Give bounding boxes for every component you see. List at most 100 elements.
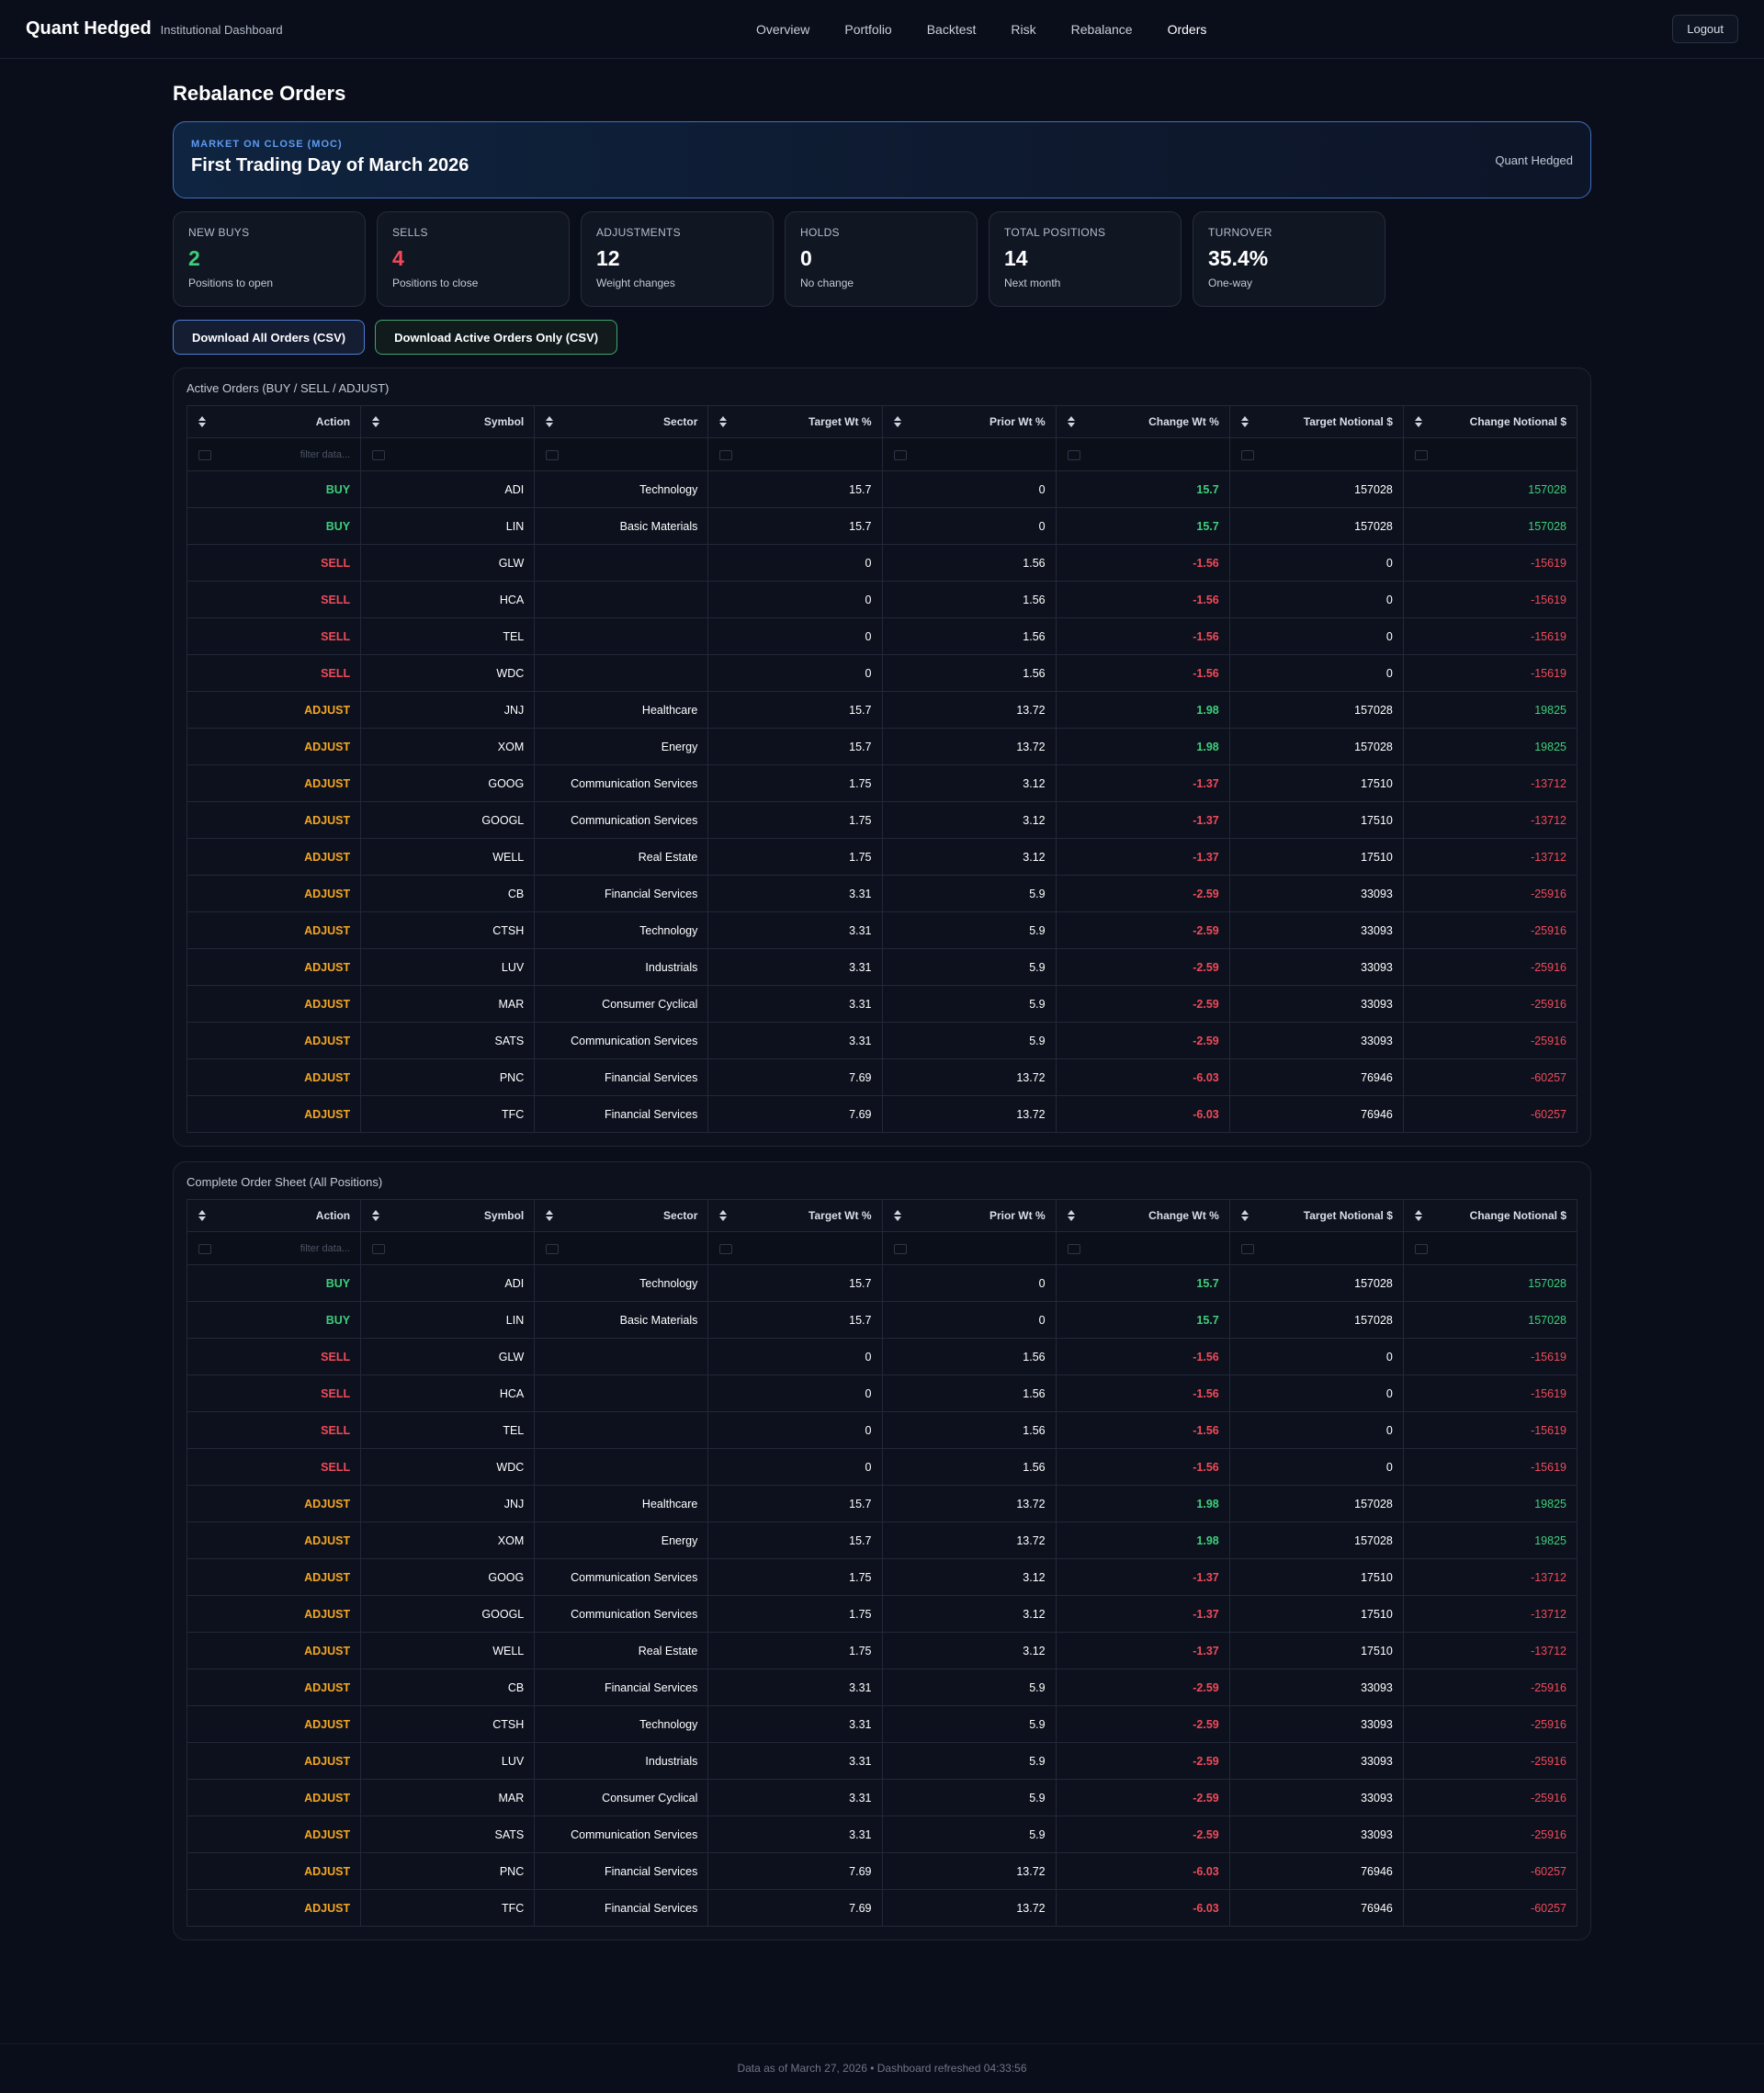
column-header-sector[interactable]: Sector	[534, 1199, 709, 1232]
column-header-change-wt[interactable]: Change Wt %	[1055, 1199, 1230, 1232]
table-row[interactable]: ADJUST PNC Financial Services 7.69 13.72 -6.0…	[186, 1852, 1578, 1890]
sort-icon[interactable]	[1414, 416, 1422, 427]
filter-cell-action[interactable]: filter data...	[186, 437, 362, 471]
sort-icon[interactable]	[893, 416, 901, 427]
table-row[interactable]: ADJUST CTSH Technology 3.31 5.9 -2.59 33093 -25…	[186, 911, 1578, 949]
filter-icon[interactable]	[893, 1244, 907, 1254]
table-row[interactable]: ADJUST XOM Energy 15.7 13.72 1.98 157028 19825	[186, 1522, 1578, 1559]
table-row[interactable]: ADJUST CB Financial Services 3.31 5.9 -2.59 33…	[186, 875, 1578, 912]
column-header-change-notional[interactable]: Change Notional $	[1402, 1199, 1578, 1232]
sort-icon[interactable]	[546, 416, 554, 427]
column-header-sector[interactable]: Sector	[534, 405, 709, 438]
filter-cell-sector[interactable]	[534, 437, 709, 471]
filter-cell-change-wt[interactable]	[1055, 1231, 1230, 1265]
filter-icon[interactable]	[893, 450, 907, 460]
filter-cell-action[interactable]: filter data...	[186, 1231, 362, 1265]
table-row[interactable]: SELL HCA 0 1.56 -1.56 0 -15619	[186, 1375, 1578, 1412]
table-row[interactable]: SELL GLW 0 1.56 -1.56 0 -15619	[186, 544, 1578, 582]
download-all-orders-button[interactable]: Download All Orders (CSV)	[173, 320, 366, 355]
sort-icon[interactable]	[372, 416, 380, 427]
column-header-symbol[interactable]: Symbol	[360, 1199, 536, 1232]
column-header-target-notional[interactable]: Target Notional $	[1228, 1199, 1404, 1232]
filter-cell-change-notional[interactable]	[1402, 1231, 1578, 1265]
filter-cell-target-wt[interactable]	[707, 437, 883, 471]
column-header-symbol[interactable]: Symbol	[360, 405, 536, 438]
filter-input[interactable]: filter data...	[300, 448, 351, 460]
table-row[interactable]: ADJUST TFC Financial Services 7.69 13.72 -6.0…	[186, 1095, 1578, 1133]
logout-button[interactable]: Logout	[1672, 15, 1738, 43]
filter-cell-prior-wt[interactable]	[881, 1231, 1057, 1265]
table-row[interactable]: BUY ADI Technology 15.7 0 15.7 157028 157028	[186, 470, 1578, 508]
filter-icon[interactable]	[198, 450, 211, 460]
table-row[interactable]: ADJUST MAR Consumer Cyclical 3.31 5.9 -2.59 33…	[186, 1779, 1578, 1816]
table-row[interactable]: SELL WDC 0 1.56 -1.56 0 -15619	[186, 654, 1578, 692]
filter-icon[interactable]	[1240, 450, 1254, 460]
sort-icon[interactable]	[198, 416, 206, 427]
filter-icon[interactable]	[719, 1244, 733, 1254]
table-row[interactable]: SELL TEL 0 1.56 -1.56 0 -15619	[186, 617, 1578, 655]
table-row[interactable]: ADJUST SATS Communication Services 3.31 5.9-…	[186, 1022, 1578, 1059]
filter-cell-target-notional[interactable]	[1228, 437, 1404, 471]
filter-icon[interactable]	[1414, 450, 1428, 460]
table-row[interactable]: ADJUST TFC Financial Services 7.69 13.72 -6.0…	[186, 1889, 1578, 1927]
filter-input[interactable]: filter data...	[300, 1242, 351, 1254]
sort-icon[interactable]	[546, 1210, 554, 1221]
sort-icon[interactable]	[1067, 416, 1075, 427]
column-header-change-wt[interactable]: Change Wt %	[1055, 405, 1230, 438]
filter-cell-prior-wt[interactable]	[881, 437, 1057, 471]
nav-risk[interactable]: Risk	[1011, 22, 1036, 37]
filter-icon[interactable]	[198, 1244, 211, 1254]
table-row[interactable]: ADJUST LUV Industrials 3.31 5.9 -2.59 33093 -25…	[186, 948, 1578, 986]
table-row[interactable]: SELL GLW 0 1.56 -1.56 0 -15619	[186, 1338, 1578, 1375]
table-row[interactable]: ADJUST GOOGL Communication Services 1.75 3.1…	[186, 801, 1578, 839]
table-row[interactable]: ADJUST JNJ Healthcare 15.7 13.72 1.98 157028 19…	[186, 691, 1578, 729]
table-row[interactable]: SELL TEL 0 1.56 -1.56 0 -15619	[186, 1411, 1578, 1449]
sort-icon[interactable]	[893, 1210, 901, 1221]
table-row[interactable]: ADJUST WELL Real Estate 1.75 3.12 -1.37 17510-…	[186, 1632, 1578, 1669]
table-row[interactable]: ADJUST LUV Industrials 3.31 5.9 -2.59 33093 -25…	[186, 1742, 1578, 1780]
filter-cell-change-wt[interactable]	[1055, 437, 1230, 471]
filter-cell-symbol[interactable]	[360, 437, 536, 471]
sort-icon[interactable]	[719, 1210, 728, 1221]
sort-icon[interactable]	[1240, 416, 1249, 427]
column-header-target-wt[interactable]: Target Wt %	[707, 1199, 883, 1232]
nav-overview[interactable]: Overview	[756, 22, 810, 37]
table-row[interactable]: ADJUST GOOG Communication Services 1.75 3.12…	[186, 1558, 1578, 1596]
sort-icon[interactable]	[1240, 1210, 1249, 1221]
sort-icon[interactable]	[719, 416, 728, 427]
nav-rebalance[interactable]: Rebalance	[1070, 22, 1133, 37]
table-row[interactable]: ADJUST WELL Real Estate 1.75 3.12 -1.37 17510-…	[186, 838, 1578, 876]
filter-icon[interactable]	[1414, 1244, 1428, 1254]
nav-orders[interactable]: Orders	[1167, 22, 1207, 37]
column-header-action[interactable]: Action	[186, 405, 362, 438]
download-active-orders-button[interactable]: Download Active Orders Only (CSV)	[375, 320, 618, 355]
filter-cell-change-notional[interactable]	[1402, 437, 1578, 471]
brand-name[interactable]: Quant Hedged	[26, 18, 152, 39]
filter-icon[interactable]	[546, 1244, 560, 1254]
column-header-prior-wt[interactable]: Prior Wt %	[881, 405, 1057, 438]
table-row[interactable]: ADJUST GOOGL Communication Services 1.75 3.1…	[186, 1595, 1578, 1633]
table-row[interactable]: BUY ADI Technology 15.7 0 15.7 157028 157028	[186, 1264, 1578, 1302]
filter-cell-target-notional[interactable]	[1228, 1231, 1404, 1265]
table-row[interactable]: ADJUST JNJ Healthcare 15.7 13.72 1.98 157028 19…	[186, 1485, 1578, 1522]
sort-icon[interactable]	[1414, 1210, 1422, 1221]
column-header-change-notional[interactable]: Change Notional $	[1402, 405, 1578, 438]
column-header-target-wt[interactable]: Target Wt %	[707, 405, 883, 438]
filter-icon[interactable]	[372, 450, 386, 460]
sort-icon[interactable]	[198, 1210, 206, 1221]
table-row[interactable]: ADJUST GOOG Communication Services 1.75 3.12…	[186, 764, 1578, 802]
filter-cell-target-wt[interactable]	[707, 1231, 883, 1265]
column-header-target-notional[interactable]: Target Notional $	[1228, 405, 1404, 438]
filter-cell-sector[interactable]	[534, 1231, 709, 1265]
column-header-prior-wt[interactable]: Prior Wt %	[881, 1199, 1057, 1232]
table-row[interactable]: SELL HCA 0 1.56 -1.56 0 -15619	[186, 581, 1578, 618]
filter-icon[interactable]	[719, 450, 733, 460]
table-row[interactable]: SELL WDC 0 1.56 -1.56 0 -15619	[186, 1448, 1578, 1486]
filter-icon[interactable]	[1067, 1244, 1080, 1254]
filter-icon[interactable]	[1240, 1244, 1254, 1254]
table-row[interactable]: ADJUST CB Financial Services 3.31 5.9 -2.59 33…	[186, 1669, 1578, 1706]
filter-icon[interactable]	[372, 1244, 386, 1254]
sort-icon[interactable]	[372, 1210, 380, 1221]
nav-backtest[interactable]: Backtest	[926, 22, 977, 37]
column-header-action[interactable]: Action	[186, 1199, 362, 1232]
